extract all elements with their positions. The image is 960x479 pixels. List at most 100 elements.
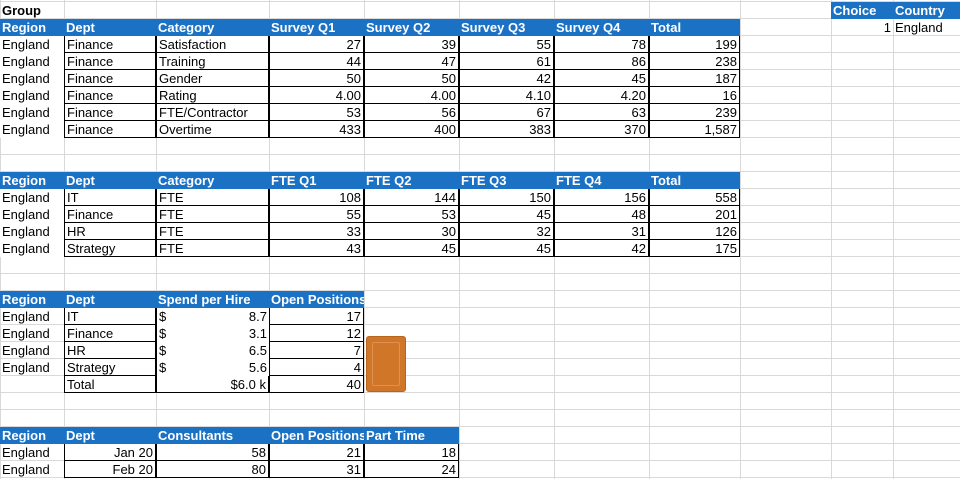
fte-cell[interactable]: 33 xyxy=(269,223,364,240)
survey-cell[interactable]: Overtime xyxy=(156,121,269,138)
survey-cell[interactable]: 199 xyxy=(649,36,740,53)
spend-currency-cell[interactable]: $ xyxy=(156,359,269,376)
fte-cell[interactable]: 108 xyxy=(269,189,364,206)
fte-header-3[interactable]: FTE Q1 xyxy=(269,172,364,189)
survey-cell[interactable]: 61 xyxy=(459,53,554,70)
consultants-cell[interactable]: 21 xyxy=(269,444,364,461)
survey-cell[interactable]: 42 xyxy=(459,70,554,87)
fte-cell[interactable]: 156 xyxy=(554,189,649,206)
fte-cell[interactable]: 558 xyxy=(649,189,740,206)
fte-cell[interactable]: IT xyxy=(64,189,156,206)
spend-positions-cell[interactable]: 4 xyxy=(269,359,364,376)
survey-header-1[interactable]: Dept xyxy=(64,19,156,36)
consultants-header-1[interactable]: Dept xyxy=(64,427,156,444)
consultants-cell[interactable]: 80 xyxy=(156,461,269,478)
spend-region-cell[interactable]: England xyxy=(2,343,50,358)
consultants-cell[interactable]: 24 xyxy=(364,461,459,478)
spend-dept-cell[interactable]: HR xyxy=(64,342,156,359)
spend-total-positions[interactable]: 40 xyxy=(269,376,364,393)
survey-header-7[interactable]: Total xyxy=(649,19,740,36)
spend-positions-cell[interactable]: 12 xyxy=(269,325,364,342)
fte-cell[interactable]: England xyxy=(0,206,64,223)
survey-cell[interactable]: 50 xyxy=(269,70,364,87)
fte-cell[interactable]: FTE xyxy=(156,189,269,206)
survey-cell[interactable]: 239 xyxy=(649,104,740,121)
group-label[interactable]: Group xyxy=(2,3,41,18)
consultants-cell[interactable]: England xyxy=(2,445,50,460)
spend-value-cell[interactable]: 3.1 xyxy=(248,326,267,341)
survey-header-3[interactable]: Survey Q1 xyxy=(269,19,364,36)
survey-header-6[interactable]: Survey Q4 xyxy=(554,19,649,36)
fte-cell[interactable]: England xyxy=(0,189,64,206)
country-value[interactable]: England xyxy=(895,20,943,35)
survey-cell[interactable]: 47 xyxy=(364,53,459,70)
survey-cell[interactable]: Finance xyxy=(64,53,156,70)
survey-cell[interactable]: 4.20 xyxy=(554,87,649,104)
spend-currency-cell[interactable]: $ xyxy=(156,325,269,342)
survey-cell[interactable]: 1,587 xyxy=(649,121,740,138)
survey-cell[interactable]: England xyxy=(0,87,64,104)
survey-cell[interactable]: Finance xyxy=(64,104,156,121)
survey-cell[interactable]: 86 xyxy=(554,53,649,70)
fte-cell[interactable]: FTE xyxy=(156,206,269,223)
fte-cell[interactable]: 45 xyxy=(459,240,554,257)
consultants-cell[interactable]: 58 xyxy=(156,444,269,461)
consultants-header-4[interactable]: Part Time xyxy=(364,427,459,444)
spend-currency-cell[interactable]: $ xyxy=(156,308,269,325)
fte-cell[interactable]: 144 xyxy=(364,189,459,206)
survey-cell[interactable]: 78 xyxy=(554,36,649,53)
fte-header-1[interactable]: Dept xyxy=(64,172,156,189)
survey-cell[interactable]: 67 xyxy=(459,104,554,121)
survey-cell[interactable]: 4.10 xyxy=(459,87,554,104)
survey-cell[interactable]: 56 xyxy=(364,104,459,121)
fte-cell[interactable]: 55 xyxy=(269,206,364,223)
survey-cell[interactable]: England xyxy=(0,104,64,121)
survey-cell[interactable]: 383 xyxy=(459,121,554,138)
survey-cell[interactable]: 44 xyxy=(269,53,364,70)
survey-cell[interactable]: FTE/Contractor xyxy=(156,104,269,121)
survey-cell[interactable]: 400 xyxy=(364,121,459,138)
fte-cell[interactable]: FTE xyxy=(156,223,269,240)
fte-cell[interactable]: HR xyxy=(64,223,156,240)
spend-header-dept[interactable]: Dept xyxy=(64,291,156,308)
fte-cell[interactable]: England xyxy=(0,240,64,257)
fte-cell[interactable]: 32 xyxy=(459,223,554,240)
spend-header-positions[interactable]: Open Positions xyxy=(269,291,364,308)
country-header[interactable]: Country xyxy=(893,2,960,19)
survey-cell[interactable]: 4.00 xyxy=(364,87,459,104)
spend-currency-cell[interactable]: $ xyxy=(156,342,269,359)
survey-cell[interactable]: 45 xyxy=(554,70,649,87)
survey-cell[interactable]: Gender xyxy=(156,70,269,87)
survey-cell[interactable]: Training xyxy=(156,53,269,70)
consultants-cell[interactable]: 31 xyxy=(269,461,364,478)
survey-cell[interactable]: England xyxy=(0,36,64,53)
fte-cell[interactable]: 53 xyxy=(364,206,459,223)
consultants-header-0[interactable]: Region xyxy=(0,427,64,444)
consultants-cell[interactable]: England xyxy=(2,462,50,477)
survey-cell[interactable]: 27 xyxy=(269,36,364,53)
survey-cell[interactable]: Finance xyxy=(64,70,156,87)
spend-dept-cell[interactable]: Finance xyxy=(64,325,156,342)
spend-header-spend[interactable]: Spend per Hire xyxy=(156,291,269,308)
fte-cell[interactable]: Finance xyxy=(64,206,156,223)
fte-cell[interactable]: 42 xyxy=(554,240,649,257)
fte-cell[interactable]: 201 xyxy=(649,206,740,223)
survey-cell[interactable]: Rating xyxy=(156,87,269,104)
fte-header-0[interactable]: Region xyxy=(0,172,64,189)
spend-dept-cell[interactable]: Strategy xyxy=(64,359,156,376)
spend-positions-cell[interactable]: 17 xyxy=(269,308,364,325)
fte-cell[interactable]: 150 xyxy=(459,189,554,206)
spend-header-region[interactable]: Region xyxy=(0,291,64,308)
fte-header-2[interactable]: Category xyxy=(156,172,269,189)
fte-cell[interactable]: 31 xyxy=(554,223,649,240)
spend-positions-cell[interactable]: 7 xyxy=(269,342,364,359)
spend-total-label[interactable]: Total xyxy=(64,376,156,393)
survey-cell[interactable]: England xyxy=(0,121,64,138)
survey-cell[interactable]: Finance xyxy=(64,121,156,138)
survey-cell[interactable]: Finance xyxy=(64,36,156,53)
choice-value[interactable]: 1 xyxy=(883,20,891,35)
fte-cell[interactable]: 30 xyxy=(364,223,459,240)
spend-total-value[interactable]: $6.0 k xyxy=(156,376,269,393)
spend-value-cell[interactable]: 6.5 xyxy=(248,343,267,358)
survey-header-5[interactable]: Survey Q3 xyxy=(459,19,554,36)
